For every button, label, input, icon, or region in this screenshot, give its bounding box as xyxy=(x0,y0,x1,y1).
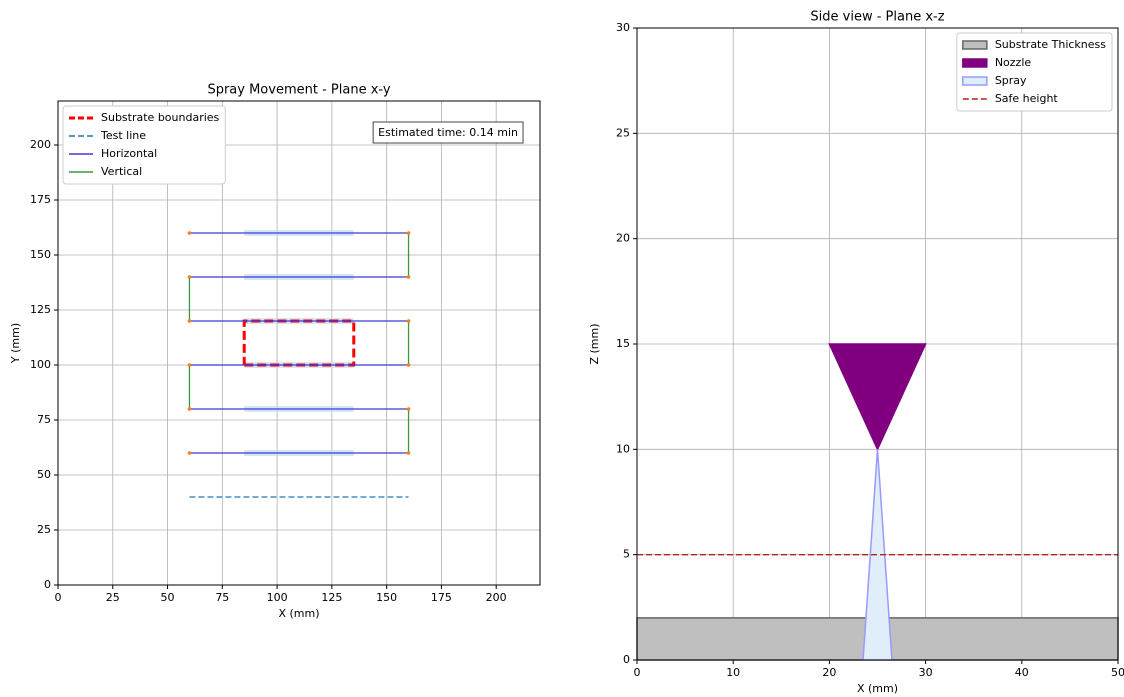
legend-label: Safe height xyxy=(995,92,1059,105)
point xyxy=(407,319,411,323)
legend-swatch xyxy=(963,59,987,67)
plot-area xyxy=(188,231,411,497)
point xyxy=(188,451,192,455)
chart-title: Spray Movement - Plane x-y xyxy=(207,83,390,98)
legend-label: Test line xyxy=(100,129,146,142)
point xyxy=(188,275,192,279)
point xyxy=(407,407,411,411)
y-axis-label: Y (mm) xyxy=(9,323,22,364)
x-axis-label: X (mm) xyxy=(857,682,898,695)
chart: 0 10 20 30 40 50 0 5 10 15 20 25 30 Side view - Plane… xyxy=(588,10,1124,696)
point xyxy=(188,231,192,235)
legend-label: Substrate Thickness xyxy=(995,38,1106,51)
y-tick-label: 200 xyxy=(30,138,51,151)
plot-area xyxy=(637,344,1118,660)
x-tick-label: 30 xyxy=(919,666,933,679)
legend-label: Vertical xyxy=(101,165,142,178)
x-tick-label: 150 xyxy=(376,591,397,604)
x-tick-label: 50 xyxy=(161,591,175,604)
x-axis-label: X (mm) xyxy=(278,607,319,620)
y-tick-label: 100 xyxy=(30,358,51,371)
x-tick-label: 50 xyxy=(1111,666,1124,679)
chart: 0 25 50 75 100 125 150 175 200 0 25 50 75 100 125 150 17… xyxy=(9,83,540,621)
line xyxy=(244,321,354,365)
y-tick-label: 50 xyxy=(37,468,51,481)
y-tick-label: 0 xyxy=(44,578,51,591)
legend-label: Horizontal xyxy=(101,147,157,160)
y-tick-label: 5 xyxy=(623,548,630,561)
legend-label: Substrate boundaries xyxy=(101,111,220,124)
y-axis-label: Z (mm) xyxy=(588,323,601,364)
area xyxy=(829,344,925,449)
x-tick-label: 100 xyxy=(267,591,288,604)
x-tick-label: 75 xyxy=(215,591,229,604)
x-tick-label: 125 xyxy=(321,591,342,604)
y-tick-label: 25 xyxy=(37,523,51,536)
figure: 0255075100125150175200025507510012515017… xyxy=(0,0,1124,697)
y-tick-label: 10 xyxy=(616,442,630,455)
legend-label: Spray xyxy=(995,74,1027,87)
chart-title: Side view - Plane x-z xyxy=(810,10,944,25)
y-tick-label: 20 xyxy=(616,232,630,245)
y-tick-label: 30 xyxy=(616,21,630,34)
legend-label: Nozzle xyxy=(995,56,1032,69)
x-tick-label: 0 xyxy=(634,666,641,679)
point xyxy=(188,407,192,411)
x-tick-label: 175 xyxy=(431,591,452,604)
y-tick-label: 150 xyxy=(30,248,51,261)
y-tick-label: 15 xyxy=(616,337,630,350)
point xyxy=(188,363,192,367)
point xyxy=(407,363,411,367)
y-tick-label: 75 xyxy=(37,413,51,426)
annotation: Estimated time: 0.14 min xyxy=(378,126,518,139)
x-tick-label: 10 xyxy=(726,666,740,679)
x-tick-label: 0 xyxy=(55,591,62,604)
legend: Substrate Thickness Nozzle Spray Safe heigh… xyxy=(957,33,1112,111)
legend-swatch xyxy=(963,77,987,85)
point xyxy=(407,231,411,235)
y-tick-label: 175 xyxy=(30,193,51,206)
legend-swatch xyxy=(963,41,987,49)
y-tick-label: 125 xyxy=(30,303,51,316)
legend: Substrate boundaries Test line Horizontal V… xyxy=(63,106,225,184)
point xyxy=(407,451,411,455)
x-tick-label: 25 xyxy=(106,591,120,604)
y-tick-label: 0 xyxy=(623,653,630,666)
point xyxy=(188,319,192,323)
point xyxy=(407,275,411,279)
x-tick-label: 20 xyxy=(822,666,836,679)
y-tick-label: 25 xyxy=(616,126,630,139)
x-tick-label: 200 xyxy=(486,591,507,604)
x-tick-label: 40 xyxy=(1015,666,1029,679)
